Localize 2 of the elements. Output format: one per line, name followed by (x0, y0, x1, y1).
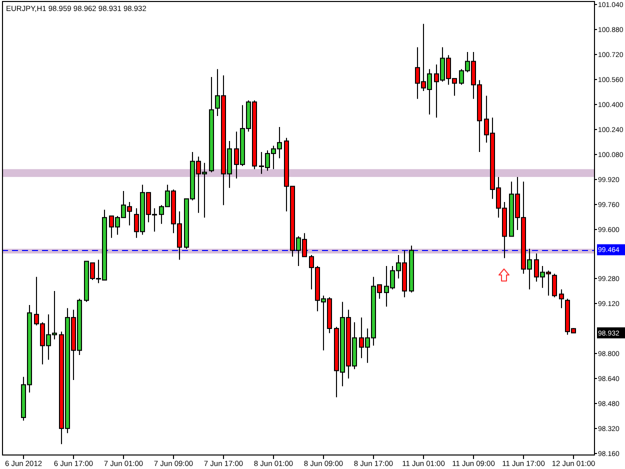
candlestick (559, 288, 564, 309)
candlestick (552, 273, 557, 298)
